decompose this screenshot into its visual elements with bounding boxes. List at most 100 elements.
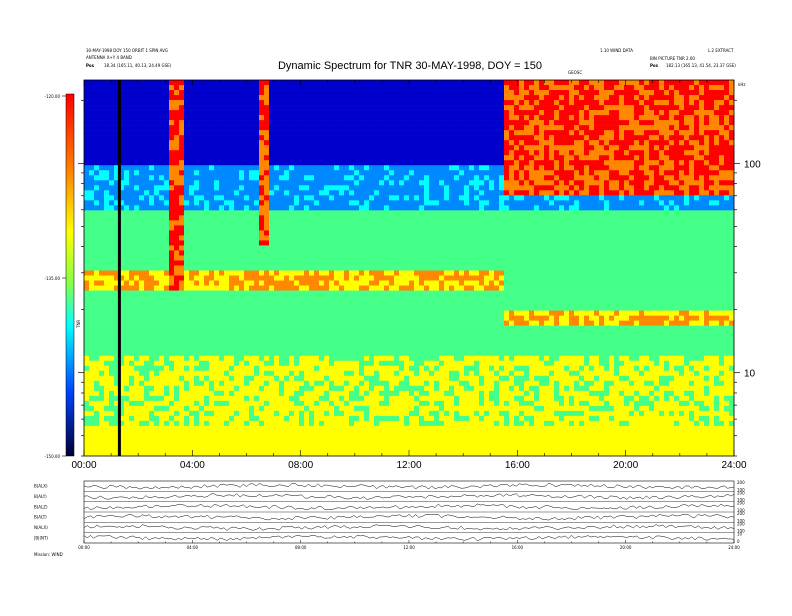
- spectrogram-cell: [94, 225, 99, 230]
- spectrogram-cell: [314, 391, 319, 396]
- spectrogram-cell: [379, 210, 384, 215]
- spectrogram-cell: [369, 110, 374, 115]
- spectrogram-cell: [289, 210, 294, 215]
- spectrogram-cell: [374, 326, 379, 331]
- spectrogram-cell: [299, 245, 304, 250]
- spectrogram-cell: [109, 286, 114, 291]
- spectrogram-cell: [104, 145, 109, 150]
- spectrogram-cell: [289, 311, 294, 316]
- spectrogram-cell: [209, 426, 214, 431]
- spectrogram-cell: [409, 286, 414, 291]
- spectrogram-cell: [304, 120, 309, 125]
- spectrogram-cell: [379, 441, 384, 446]
- spectrogram-cell: [174, 215, 179, 220]
- spectrogram-cell: [164, 220, 169, 225]
- spectrogram-cell: [129, 180, 134, 185]
- spectrogram-cell: [204, 361, 209, 366]
- spectrogram-cell: [264, 140, 269, 145]
- spectrogram-cell: [279, 250, 284, 255]
- spectrogram-cell: [209, 85, 214, 90]
- spectrogram-cell: [279, 316, 284, 321]
- spectrogram-cell: [324, 160, 329, 165]
- spectrogram-cell: [254, 341, 259, 346]
- spectrogram-cell: [84, 175, 89, 180]
- spectrogram-cell: [89, 331, 94, 336]
- spectrogram-cell: [139, 361, 144, 366]
- spectrogram-cell: [104, 436, 109, 441]
- spectrogram-cell: [339, 421, 344, 426]
- spectrogram-cell: [209, 155, 214, 160]
- spectrogram-cell: [364, 165, 369, 170]
- spectrogram-cell: [394, 260, 399, 265]
- spectrogram-cell: [249, 311, 254, 316]
- spectrogram-cell: [194, 180, 199, 185]
- spectrogram-cell: [294, 265, 299, 270]
- spectrogram-cell: [279, 85, 284, 90]
- spectrogram-cell: [239, 441, 244, 446]
- spectrogram-cell: [344, 85, 349, 90]
- spectrogram-cell: [379, 291, 384, 296]
- spectrogram-cell: [209, 245, 214, 250]
- spectrogram-cell: [389, 220, 394, 225]
- spectrogram-cell: [314, 225, 319, 230]
- spectrogram-cell: [279, 431, 284, 436]
- spectrogram-cell: [139, 265, 144, 270]
- spectrogram-cell: [379, 296, 384, 301]
- spectrogram-cell: [409, 391, 414, 396]
- spectrogram-cell: [234, 446, 239, 451]
- spectrogram-cell: [354, 265, 359, 270]
- spectrogram-cell: [349, 406, 354, 411]
- spectrogram-cell: [239, 175, 244, 180]
- spectrogram-cell: [224, 291, 229, 296]
- spectrogram-cell: [409, 281, 414, 286]
- spectrogram-cell: [104, 205, 109, 210]
- spectrogram-cell: [309, 80, 314, 85]
- spectrogram-cell: [164, 441, 169, 446]
- spectrogram-cell: [374, 90, 379, 95]
- spectrogram-cell: [349, 301, 354, 306]
- spectrogram-cell: [364, 120, 369, 125]
- spectrogram-cell: [379, 225, 384, 230]
- spectrogram-cell: [219, 195, 224, 200]
- spectrogram-cell: [399, 311, 404, 316]
- spectrogram-cell: [124, 130, 129, 135]
- spectrogram-cell: [164, 376, 169, 381]
- spectrogram-cell: [84, 145, 89, 150]
- spectrogram-cell: [244, 100, 249, 105]
- spectrogram-cell: [214, 276, 219, 281]
- spectrogram-cell: [234, 220, 239, 225]
- spectrogram-cell: [379, 245, 384, 250]
- spectrogram-cell: [109, 406, 114, 411]
- spectrogram-cell: [259, 170, 264, 175]
- spectrogram-cell: [234, 376, 239, 381]
- spectrogram-cell: [359, 426, 364, 431]
- spectrogram-cell: [169, 135, 174, 140]
- spectrogram-cell: [354, 306, 359, 311]
- spectrogram-cell: [179, 381, 184, 386]
- spectrogram-cell: [234, 165, 239, 170]
- spectrogram-cell: [314, 130, 319, 135]
- spectrogram-cell: [104, 160, 109, 165]
- spectrogram-cell: [219, 321, 224, 326]
- spectrogram-cell: [179, 245, 184, 250]
- spectrogram-cell: [264, 286, 269, 291]
- spectrogram-cell: [84, 401, 89, 406]
- spectrogram-cell: [179, 401, 184, 406]
- spectrogram-cell: [344, 225, 349, 230]
- spectrogram-cell: [159, 105, 164, 110]
- spectrogram-cell: [84, 215, 89, 220]
- spectrogram-cell: [324, 145, 329, 150]
- spectrogram-cell: [259, 110, 264, 115]
- spectrogram-cell: [349, 296, 354, 301]
- spectrogram-cell: [94, 431, 99, 436]
- spectrogram-cell: [359, 160, 364, 165]
- spectrogram-cell: [199, 130, 204, 135]
- spectrogram-cell: [149, 281, 154, 286]
- spectrogram-cell: [209, 90, 214, 95]
- spectrogram-cell: [179, 145, 184, 150]
- spectrogram-cell: [394, 286, 399, 291]
- spectrogram-cell: [209, 346, 214, 351]
- spectrogram-cell: [329, 265, 334, 270]
- spectrogram-cell: [359, 150, 364, 155]
- spectrogram-cell: [269, 351, 274, 356]
